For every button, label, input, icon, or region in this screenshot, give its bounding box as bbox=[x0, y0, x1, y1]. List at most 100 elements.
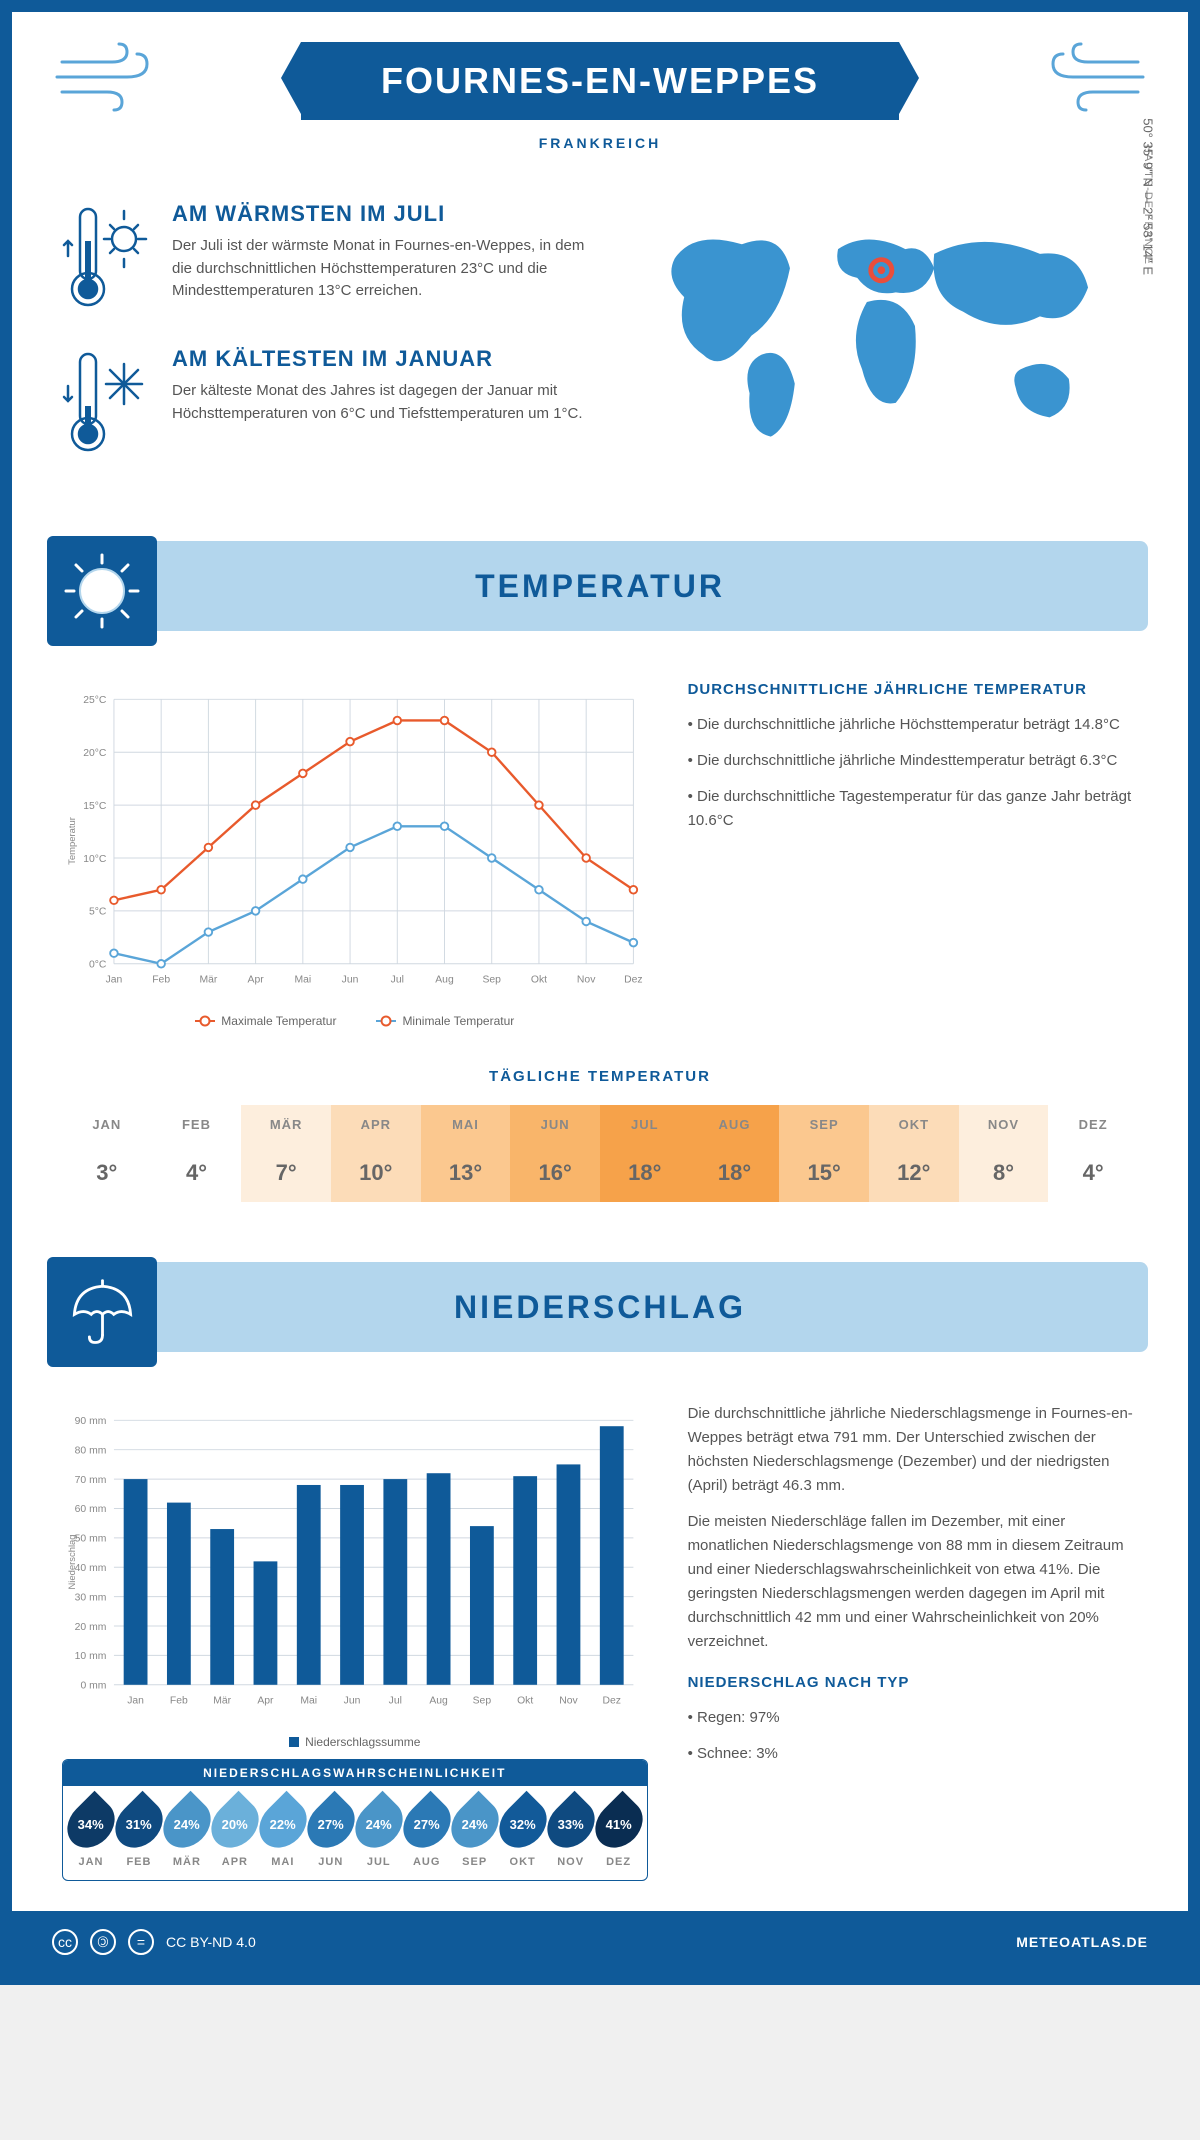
cc-icon: cc bbox=[52, 1929, 78, 1955]
svg-text:Aug: Aug bbox=[435, 975, 454, 986]
precip-prob-title: NIEDERSCHLAGSWAHRSCHEINLICHKEIT bbox=[63, 1760, 647, 1786]
daily-temp-value: 8° bbox=[959, 1144, 1049, 1202]
daily-temp-month: AUG bbox=[690, 1105, 780, 1144]
svg-text:Dez: Dez bbox=[624, 975, 642, 986]
section-title-precipitation: NIEDERSCHLAG bbox=[454, 1289, 746, 1326]
precip-legend-label: Niederschlagssumme bbox=[305, 1735, 420, 1749]
temp-text-heading: DURCHSCHNITTLICHE JÄHRLICHE TEMPERATUR bbox=[688, 681, 1138, 698]
fact-coldest: AM KÄLTESTEN IM JANUAR Der kälteste Mona… bbox=[62, 346, 585, 461]
svg-text:Niederschlag: Niederschlag bbox=[67, 1534, 78, 1589]
daily-temp-value: 4° bbox=[1048, 1144, 1138, 1202]
precipitation-text: Die durchschnittliche jährliche Niedersc… bbox=[688, 1402, 1138, 1881]
fact-warmest: AM WÄRMSTEN IM JULI Der Juli ist der wär… bbox=[62, 201, 585, 316]
svg-text:15°C: 15°C bbox=[83, 801, 107, 812]
precip-prob-cell: 24% SEP bbox=[453, 1798, 497, 1868]
coordinates: 50° 35' 9" N — 2° 53' 14" E bbox=[1141, 118, 1156, 275]
daily-temp-value: 3° bbox=[62, 1144, 152, 1202]
daily-temp-month: NOV bbox=[959, 1105, 1049, 1144]
daily-temp-month: SEP bbox=[779, 1105, 869, 1144]
svg-text:20°C: 20°C bbox=[83, 748, 107, 759]
daily-temp-month: DEZ bbox=[1048, 1105, 1138, 1144]
precip-prob-cell: 20% APR bbox=[213, 1798, 257, 1868]
daily-temp-value: 15° bbox=[779, 1144, 869, 1202]
svg-text:Nov: Nov bbox=[559, 1696, 578, 1707]
svg-text:70 mm: 70 mm bbox=[75, 1475, 107, 1486]
svg-text:Dez: Dez bbox=[603, 1696, 621, 1707]
intro-row: AM WÄRMSTEN IM JULI Der Juli ist der wär… bbox=[12, 171, 1188, 521]
precip-legend: Niederschlagssumme bbox=[62, 1735, 648, 1749]
svg-text:Okt: Okt bbox=[517, 1696, 533, 1707]
daily-temp-month: MAI bbox=[421, 1105, 511, 1144]
wind-icon-left bbox=[52, 42, 162, 124]
svg-text:Nov: Nov bbox=[577, 975, 596, 986]
section-title-temperature: TEMPERATUR bbox=[475, 568, 725, 605]
footer-site: METEOATLAS.DE bbox=[1016, 1934, 1148, 1950]
svg-text:Sep: Sep bbox=[473, 1696, 492, 1707]
precip-para2: Die meisten Niederschläge fallen im Deze… bbox=[688, 1510, 1138, 1654]
precipitation-probability-panel: NIEDERSCHLAGSWAHRSCHEINLICHKEIT 34% JAN … bbox=[62, 1759, 648, 1881]
temperature-text: DURCHSCHNITTLICHE JÄHRLICHE TEMPERATUR •… bbox=[688, 681, 1138, 1028]
temp-text-line: • Die durchschnittliche jährliche Mindes… bbox=[688, 749, 1138, 773]
license-text: CC BY-ND 4.0 bbox=[166, 1934, 256, 1950]
temperature-legend: .legend-swatch:nth-child(1)::after{borde… bbox=[62, 1014, 648, 1028]
svg-text:Jul: Jul bbox=[391, 975, 404, 986]
precip-prob-cell: 31% FEB bbox=[117, 1798, 161, 1868]
svg-text:60 mm: 60 mm bbox=[75, 1504, 107, 1515]
infographic-page: FOURNES-EN-WEPPES FRANKREICH AM WÄRMSTEN… bbox=[0, 0, 1200, 1985]
thermometer-cold-icon bbox=[62, 346, 152, 461]
map-column: HAUTS-DE-FRANCE 50° 35' 9" N — 2° 53' 14… bbox=[615, 201, 1138, 491]
svg-text:Mär: Mär bbox=[199, 975, 217, 986]
svg-text:Jun: Jun bbox=[344, 1696, 361, 1707]
daily-temp-month: MÄR bbox=[241, 1105, 331, 1144]
footer-license: cc 🄯 = CC BY-ND 4.0 bbox=[52, 1929, 256, 1955]
section-header-temperature: TEMPERATUR bbox=[52, 541, 1148, 631]
daily-temp-value: 4° bbox=[152, 1144, 242, 1202]
svg-text:Mai: Mai bbox=[300, 1696, 317, 1707]
page-subtitle: FRANKREICH bbox=[12, 135, 1188, 151]
precip-type-heading: NIEDERSCHLAG NACH TYP bbox=[688, 1674, 1138, 1691]
svg-text:Okt: Okt bbox=[531, 975, 547, 986]
svg-text:80 mm: 80 mm bbox=[75, 1445, 107, 1456]
svg-text:5°C: 5°C bbox=[89, 907, 107, 918]
precip-prob-cell: 24% MÄR bbox=[165, 1798, 209, 1868]
temp-text-line: • Die durchschnittliche jährliche Höchst… bbox=[688, 713, 1138, 737]
svg-text:Apr: Apr bbox=[257, 1696, 274, 1707]
precip-prob-cell: 27% AUG bbox=[405, 1798, 449, 1868]
wind-icon-right bbox=[1038, 42, 1148, 124]
daily-temperature-table: TÄGLICHE TEMPERATUR JANFEBMÄRAPRMAIJUNJU… bbox=[12, 1058, 1188, 1242]
svg-text:90 mm: 90 mm bbox=[75, 1416, 107, 1427]
fact-cold-title: AM KÄLTESTEN IM JANUAR bbox=[172, 346, 585, 372]
umbrella-icon bbox=[47, 1257, 157, 1367]
precip-para1: Die durchschnittliche jährliche Niedersc… bbox=[688, 1402, 1138, 1498]
svg-text:30 mm: 30 mm bbox=[75, 1592, 107, 1603]
svg-text:20 mm: 20 mm bbox=[75, 1622, 107, 1633]
svg-text:25°C: 25°C bbox=[83, 695, 107, 706]
daily-temp-value: 18° bbox=[690, 1144, 780, 1202]
precip-prob-cell: 32% OKT bbox=[501, 1798, 545, 1868]
nd-icon: = bbox=[128, 1929, 154, 1955]
precip-type-line: • Schnee: 3% bbox=[688, 1742, 1138, 1766]
fact-cold-text: Der kälteste Monat des Jahres ist dagege… bbox=[172, 380, 585, 425]
precip-prob-cell: 24% JUL bbox=[357, 1798, 401, 1868]
temperature-row: 0°C5°C10°C15°C20°C25°CJanFebMärAprMaiJun… bbox=[12, 651, 1188, 1058]
fact-warm-title: AM WÄRMSTEN IM JULI bbox=[172, 201, 585, 227]
daily-temp-month: FEB bbox=[152, 1105, 242, 1144]
svg-text:Aug: Aug bbox=[429, 1696, 448, 1707]
by-icon: 🄯 bbox=[90, 1929, 116, 1955]
page-title: FOURNES-EN-WEPPES bbox=[301, 42, 899, 120]
world-map-icon bbox=[615, 201, 1138, 451]
temperature-chart: 0°C5°C10°C15°C20°C25°CJanFebMärAprMaiJun… bbox=[62, 681, 648, 1028]
svg-text:Jan: Jan bbox=[127, 1696, 144, 1707]
svg-text:Jan: Jan bbox=[106, 975, 123, 986]
svg-text:Mär: Mär bbox=[213, 1696, 231, 1707]
svg-text:Apr: Apr bbox=[248, 975, 265, 986]
thermometer-hot-icon bbox=[62, 201, 152, 316]
daily-temp-value: 12° bbox=[869, 1144, 959, 1202]
precipitation-chart: 0 mm10 mm20 mm30 mm40 mm50 mm60 mm70 mm8… bbox=[62, 1402, 648, 1881]
daily-temp-month: OKT bbox=[869, 1105, 959, 1144]
daily-temp-value: 7° bbox=[241, 1144, 331, 1202]
precip-prob-cell: 22% MAI bbox=[261, 1798, 305, 1868]
svg-text:10 mm: 10 mm bbox=[75, 1651, 107, 1662]
facts-column: AM WÄRMSTEN IM JULI Der Juli ist der wär… bbox=[62, 201, 585, 491]
svg-text:Feb: Feb bbox=[152, 975, 170, 986]
